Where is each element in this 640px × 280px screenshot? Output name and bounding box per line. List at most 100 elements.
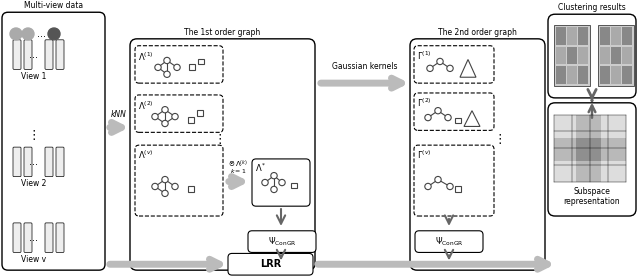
Bar bbox=[611, 47, 621, 64]
Bar bbox=[611, 27, 621, 45]
Text: Multi-view data: Multi-view data bbox=[24, 1, 83, 10]
Bar bbox=[455, 118, 461, 123]
Bar bbox=[554, 25, 590, 86]
FancyBboxPatch shape bbox=[415, 231, 483, 253]
Bar bbox=[622, 27, 632, 45]
FancyBboxPatch shape bbox=[24, 147, 32, 177]
Text: View v: View v bbox=[21, 255, 47, 264]
FancyBboxPatch shape bbox=[410, 39, 545, 270]
Text: $\Psi_{\mathrm{ConGR}}$: $\Psi_{\mathrm{ConGR}}$ bbox=[268, 235, 296, 248]
Bar bbox=[554, 138, 626, 162]
Text: ...: ... bbox=[29, 157, 38, 167]
Text: $\Gamma^{(v)}$: $\Gamma^{(v)}$ bbox=[417, 149, 431, 162]
Bar bbox=[578, 47, 588, 64]
FancyBboxPatch shape bbox=[56, 223, 64, 253]
Text: Subspace
representation: Subspace representation bbox=[564, 187, 620, 206]
Bar bbox=[554, 115, 626, 181]
Bar bbox=[622, 66, 632, 84]
Text: ...: ... bbox=[29, 50, 38, 60]
Text: $\Gamma^{(2)}$: $\Gamma^{(2)}$ bbox=[417, 97, 431, 109]
Circle shape bbox=[152, 183, 158, 190]
FancyBboxPatch shape bbox=[56, 40, 64, 69]
Circle shape bbox=[425, 183, 431, 190]
Text: Gaussian kernels: Gaussian kernels bbox=[332, 62, 397, 71]
Text: $\Psi_{\mathrm{ConGR}}$: $\Psi_{\mathrm{ConGR}}$ bbox=[435, 235, 463, 248]
Circle shape bbox=[162, 176, 168, 183]
Circle shape bbox=[164, 71, 170, 77]
Text: $\Lambda^{(v)}$: $\Lambda^{(v)}$ bbox=[138, 149, 154, 162]
Bar bbox=[556, 47, 566, 64]
FancyBboxPatch shape bbox=[252, 159, 310, 206]
Circle shape bbox=[262, 179, 268, 186]
Text: View 2: View 2 bbox=[21, 179, 47, 188]
Text: ⋮: ⋮ bbox=[28, 129, 40, 142]
Circle shape bbox=[445, 115, 451, 121]
Text: ...: ... bbox=[36, 29, 45, 39]
Circle shape bbox=[425, 115, 431, 121]
Text: $v$: $v$ bbox=[229, 159, 235, 166]
Text: The 1st order graph: The 1st order graph bbox=[184, 28, 260, 37]
Bar bbox=[567, 66, 577, 84]
Circle shape bbox=[162, 107, 168, 113]
Circle shape bbox=[48, 28, 60, 40]
Bar bbox=[575, 138, 601, 162]
FancyBboxPatch shape bbox=[228, 253, 313, 275]
FancyBboxPatch shape bbox=[24, 223, 32, 253]
Bar bbox=[556, 66, 566, 84]
Bar bbox=[291, 183, 297, 188]
FancyBboxPatch shape bbox=[56, 147, 64, 177]
Text: ⋮: ⋮ bbox=[214, 133, 227, 146]
Bar bbox=[622, 47, 632, 64]
Text: $\odot\,\Lambda^{(k)}$: $\odot\,\Lambda^{(k)}$ bbox=[228, 158, 248, 170]
Circle shape bbox=[271, 186, 277, 193]
Text: $k=1$: $k=1$ bbox=[230, 167, 246, 175]
FancyBboxPatch shape bbox=[2, 12, 105, 270]
Bar bbox=[188, 186, 194, 192]
FancyBboxPatch shape bbox=[13, 147, 21, 177]
Bar bbox=[189, 64, 195, 70]
FancyBboxPatch shape bbox=[45, 147, 53, 177]
Text: Clustering results: Clustering results bbox=[558, 3, 626, 12]
Circle shape bbox=[172, 183, 178, 190]
Text: $\Lambda^{(2)}$: $\Lambda^{(2)}$ bbox=[138, 100, 154, 112]
Text: The 2nd order graph: The 2nd order graph bbox=[438, 28, 517, 37]
Circle shape bbox=[437, 58, 443, 65]
Bar bbox=[600, 47, 610, 64]
Circle shape bbox=[447, 65, 453, 71]
Text: LRR: LRR bbox=[260, 259, 281, 269]
Bar bbox=[600, 27, 610, 45]
Circle shape bbox=[172, 113, 178, 120]
FancyBboxPatch shape bbox=[45, 40, 53, 69]
Circle shape bbox=[152, 113, 158, 120]
FancyBboxPatch shape bbox=[13, 40, 21, 69]
Bar bbox=[556, 27, 566, 45]
Bar bbox=[578, 66, 588, 84]
Circle shape bbox=[155, 64, 161, 71]
Bar bbox=[575, 115, 601, 181]
Text: ⋮: ⋮ bbox=[493, 133, 506, 146]
FancyBboxPatch shape bbox=[24, 40, 32, 69]
Circle shape bbox=[427, 65, 433, 71]
Bar bbox=[198, 59, 204, 64]
Bar bbox=[611, 66, 621, 84]
FancyBboxPatch shape bbox=[13, 223, 21, 253]
Bar bbox=[188, 116, 194, 123]
Text: $\Lambda^*$: $\Lambda^*$ bbox=[255, 162, 267, 174]
Bar bbox=[567, 27, 577, 45]
FancyBboxPatch shape bbox=[130, 39, 315, 270]
Circle shape bbox=[174, 64, 180, 71]
Text: $\Gamma^{(1)}$: $\Gamma^{(1)}$ bbox=[417, 50, 431, 62]
Bar bbox=[578, 27, 588, 45]
Text: kNN: kNN bbox=[111, 109, 127, 118]
Circle shape bbox=[22, 28, 34, 40]
Circle shape bbox=[447, 183, 453, 190]
Text: ...: ... bbox=[29, 233, 38, 243]
Circle shape bbox=[162, 120, 168, 127]
Circle shape bbox=[271, 172, 277, 179]
Bar bbox=[600, 66, 610, 84]
Bar bbox=[598, 25, 634, 86]
Bar bbox=[567, 47, 577, 64]
Circle shape bbox=[279, 179, 285, 186]
Text: View 1: View 1 bbox=[21, 72, 47, 81]
FancyBboxPatch shape bbox=[45, 223, 53, 253]
